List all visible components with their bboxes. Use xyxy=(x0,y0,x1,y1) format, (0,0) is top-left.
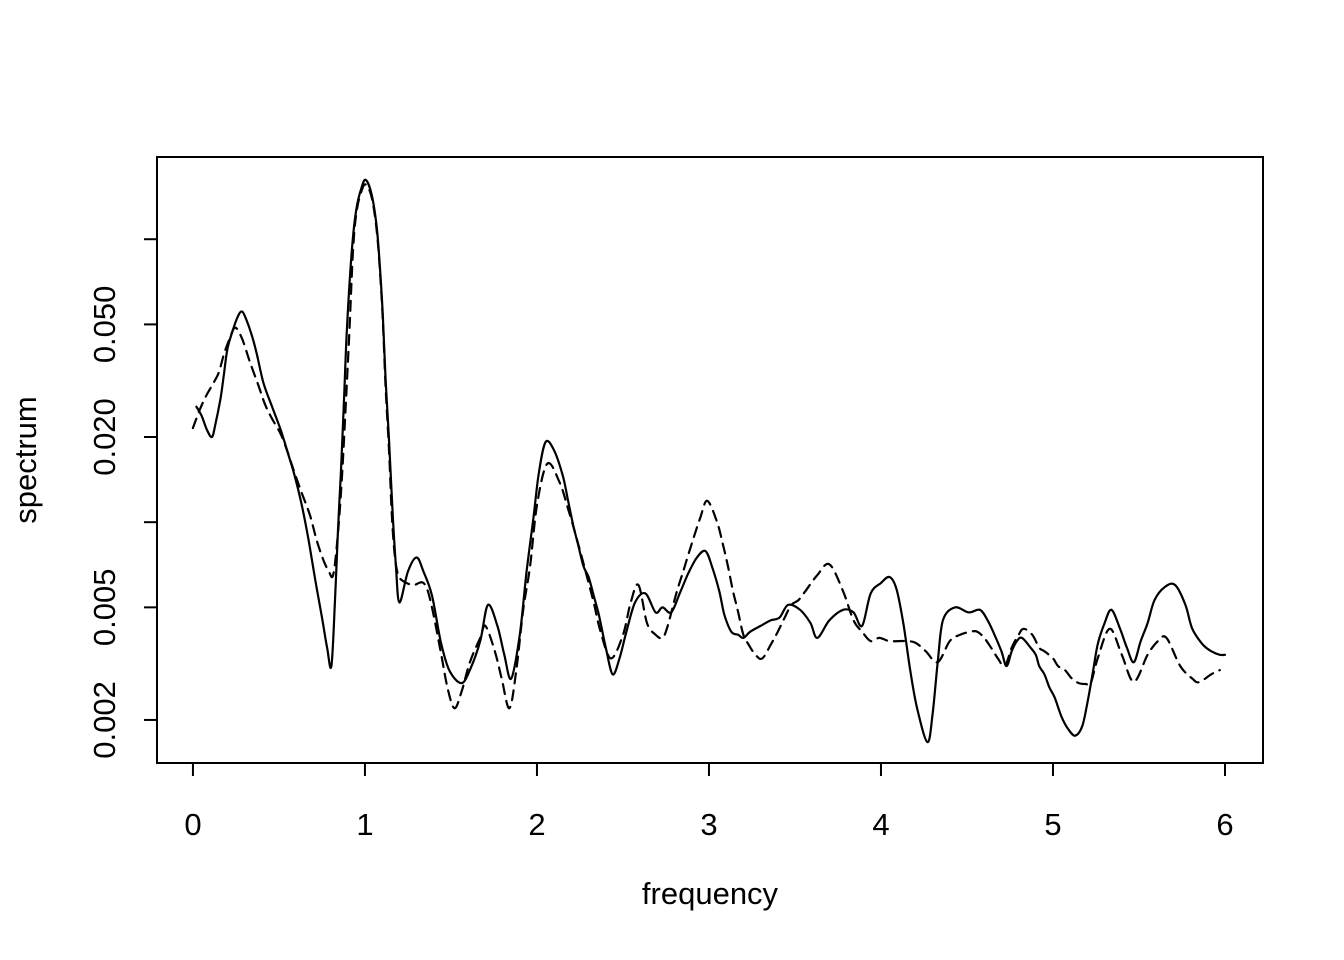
x-tick-label: 1 xyxy=(356,807,373,842)
y-axis-ticks: 0.002 0.005 0.020 0.050 xyxy=(87,238,157,759)
x-tick-label: 2 xyxy=(528,807,545,842)
y-axis-title: spectrum xyxy=(8,396,43,523)
y-tick-label: 0.002 xyxy=(87,681,122,759)
x-axis-title: frequency xyxy=(642,876,779,911)
x-tick-label: 3 xyxy=(700,807,717,842)
x-tick-label: 5 xyxy=(1044,807,1061,842)
x-tick-label: 0 xyxy=(184,807,201,842)
series-path-dashed xyxy=(191,183,1221,710)
x-tick-label: 6 xyxy=(1216,807,1233,842)
y-tick-label: 0.020 xyxy=(87,398,122,476)
x-axis-ticks: 0 1 2 3 4 5 6 xyxy=(184,763,1234,842)
x-tick-label: 4 xyxy=(872,807,889,842)
series-path-solid xyxy=(195,178,1227,744)
plot-border xyxy=(156,156,1264,764)
series-lines xyxy=(191,178,1227,744)
y-tick-label: 0.005 xyxy=(87,569,122,647)
y-tick-label: 0.050 xyxy=(87,286,122,364)
